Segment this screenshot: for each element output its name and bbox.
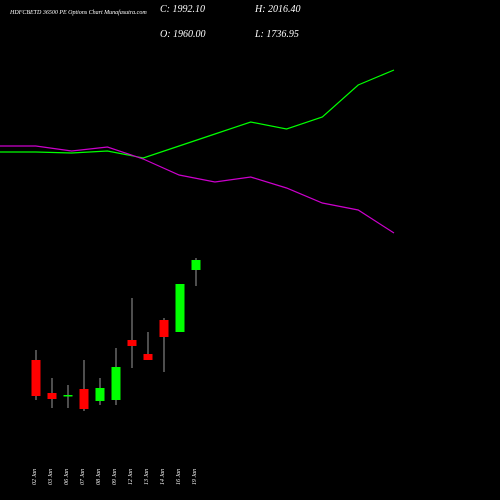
candle-body: [191, 260, 201, 270]
chart-title: HDFCBETD 36500 PE Options Chart Munafasu…: [9, 9, 147, 16]
x-tick-label: 03 Jan: [48, 469, 54, 485]
open-label: O: 1960.00: [160, 29, 206, 40]
low-label: L: 1736.95: [254, 29, 299, 40]
x-tick-label: 08 Jan: [96, 469, 102, 485]
candle-body: [79, 389, 89, 409]
x-tick-label: 19 Jan: [192, 469, 198, 485]
x-tick-label: 06 Jan: [64, 469, 70, 485]
x-tick-label: 16 Jan: [176, 469, 182, 485]
candle-body: [127, 340, 137, 346]
candle-body: [175, 284, 185, 332]
x-tick-label: 13 Jan: [144, 469, 150, 485]
line-series: [0, 145, 395, 234]
candle-body: [143, 354, 153, 360]
candle-body: [95, 388, 105, 401]
line-series: [0, 69, 395, 159]
candle-body: [63, 395, 73, 397]
close-label: C: 1992.10: [160, 4, 205, 15]
x-tick-label: 09 Jan: [112, 469, 118, 485]
x-tick-label: 14 Jan: [159, 469, 166, 485]
candle-body: [159, 320, 169, 337]
x-tick-label: 12 Jan: [128, 469, 134, 485]
x-tick-label: 07 Jan: [80, 469, 86, 485]
candle-body: [47, 393, 57, 399]
candle-body: [111, 367, 121, 400]
x-tick-label: 02 Jan: [32, 469, 38, 485]
candle-body: [31, 360, 41, 396]
high-label: H: 2016.40: [254, 4, 301, 15]
